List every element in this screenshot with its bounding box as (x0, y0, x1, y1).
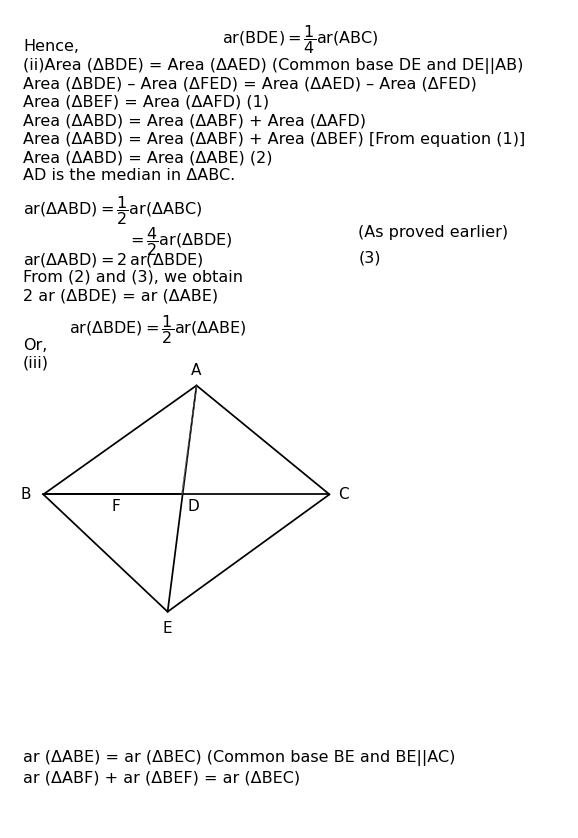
Text: ar (ΔABF) + ar (ΔBEF) = ar (ΔBEC): ar (ΔABF) + ar (ΔBEF) = ar (ΔBEC) (23, 771, 300, 786)
Text: A: A (191, 363, 202, 378)
Text: Area (ΔABD) = Area (ΔABF) + Area (ΔAFD): Area (ΔABD) = Area (ΔABF) + Area (ΔAFD) (23, 113, 366, 128)
Text: Hence,: Hence, (23, 39, 79, 54)
Text: (3): (3) (358, 251, 381, 266)
Text: E: E (163, 621, 172, 636)
Text: $\mathrm{ar}\left(\Delta\mathrm{BDE}\right)=\dfrac{1}{2}\mathrm{ar}\left(\Delta\: $\mathrm{ar}\left(\Delta\mathrm{BDE}\rig… (69, 313, 247, 345)
Text: F: F (111, 499, 120, 514)
Text: Area (ΔBEF) = Area (ΔAFD) (1): Area (ΔBEF) = Area (ΔAFD) (1) (23, 95, 269, 110)
Text: (ii)Area (ΔBDE) = Area (ΔAED) (Common base DE and DE||AB): (ii)Area (ΔBDE) = Area (ΔAED) (Common ba… (23, 58, 524, 74)
Text: $=\dfrac{4}{2}\mathrm{ar}\left(\Delta\mathrm{BDE}\right)$: $=\dfrac{4}{2}\mathrm{ar}\left(\Delta\ma… (127, 225, 233, 257)
Text: (iii): (iii) (23, 355, 49, 370)
Text: Area (ΔBDE) – Area (ΔFED) = Area (ΔAED) – Area (ΔFED): Area (ΔBDE) – Area (ΔFED) = Area (ΔAED) … (23, 76, 477, 91)
Text: ar (ΔABE) = ar (ΔBEC) (Common base BE and BE||AC): ar (ΔABE) = ar (ΔBEC) (Common base BE an… (23, 750, 455, 766)
Text: B: B (21, 487, 31, 502)
Text: C: C (339, 487, 349, 502)
Text: From (2) and (3), we obtain: From (2) and (3), we obtain (23, 270, 243, 285)
Text: 2 ar (ΔBDE) = ar (ΔABE): 2 ar (ΔBDE) = ar (ΔABE) (23, 288, 218, 303)
Text: AD is the median in ΔABC.: AD is the median in ΔABC. (23, 168, 235, 184)
Text: Area (ΔABD) = Area (ΔABE) (2): Area (ΔABD) = Area (ΔABE) (2) (23, 150, 273, 165)
Text: D: D (188, 499, 199, 515)
Text: Or,: Or, (23, 338, 47, 353)
Text: (As proved earlier): (As proved earlier) (358, 225, 509, 240)
Text: $\mathrm{ar}\left(\mathrm{BDE}\right)=\dfrac{1}{4}\mathrm{ar}\left(\mathrm{ABC}\: $\mathrm{ar}\left(\mathrm{BDE}\right)=\d… (222, 23, 379, 56)
Text: $\mathrm{ar}\left(\Delta\mathrm{ABD}\right)=2\,\mathrm{ar}\left(\Delta\mathrm{BD: $\mathrm{ar}\left(\Delta\mathrm{ABD}\rig… (23, 251, 203, 268)
Text: Area (ΔABD) = Area (ΔABF) + Area (ΔBEF) [From equation (1)]: Area (ΔABD) = Area (ΔABF) + Area (ΔBEF) … (23, 132, 525, 147)
Text: $\mathrm{ar}\left(\Delta\mathrm{ABD}\right)=\dfrac{1}{2}\mathrm{ar}\left(\Delta\: $\mathrm{ar}\left(\Delta\mathrm{ABD}\rig… (23, 194, 202, 227)
